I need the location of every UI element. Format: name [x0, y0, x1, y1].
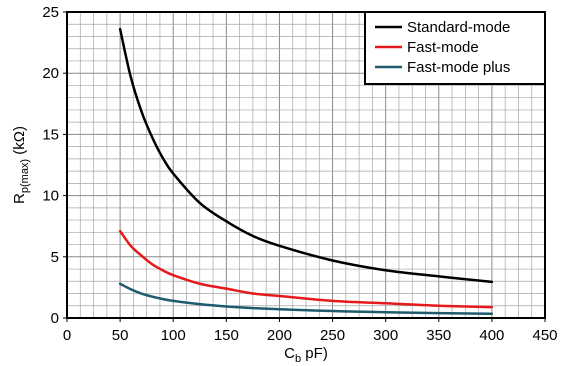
- plot-frame: [66, 11, 546, 319]
- x-axis-ticks: 0 50 100 150 200 250 300 350 400 450: [63, 318, 558, 344]
- x-axis-title-main: C: [284, 345, 295, 362]
- x-tick-label: 450: [532, 327, 557, 344]
- legend: Standard-mode Fast-mode Fast-mode plus: [364, 11, 546, 85]
- y-axis-title-main: R: [11, 193, 28, 204]
- x-tick-label: 350: [426, 327, 451, 344]
- y-tick-label: 5: [51, 249, 59, 266]
- legend-label-1: Fast-mode: [407, 39, 479, 56]
- x-tick-label: 250: [320, 327, 345, 344]
- series-layer: [118, 27, 494, 315]
- series-line-1: [118, 229, 494, 309]
- series-line-0: [118, 27, 494, 284]
- y-tick-label: 10: [42, 188, 59, 205]
- y-tick-label: 25: [42, 4, 59, 21]
- x-tick-label: 50: [112, 327, 129, 344]
- x-axis-title-sub: b: [295, 353, 301, 365]
- x-tick-label: 400: [479, 327, 504, 344]
- y-axis-ticks: 0 5 10 15 20 25: [42, 4, 67, 327]
- x-tick-label: 100: [161, 327, 186, 344]
- y-tick-label: 15: [42, 126, 59, 143]
- x-tick-label: 150: [214, 327, 239, 344]
- x-tick-label: 0: [63, 327, 71, 344]
- x-axis-title-tail: pF): [301, 345, 328, 362]
- x-tick-label: 200: [267, 327, 292, 344]
- y-axis-title-sub: p(max): [19, 159, 31, 193]
- legend-label-2: Fast-mode plus: [407, 59, 510, 76]
- legend-label-0: Standard-mode: [407, 19, 510, 36]
- series-line-2: [118, 282, 494, 315]
- y-axis-title-tail: (kΩ): [11, 126, 28, 159]
- y-tick-label: 0: [51, 310, 59, 327]
- y-axis-title: Rp(max) (kΩ): [11, 126, 31, 204]
- y-tick-label: 20: [42, 65, 59, 82]
- x-axis-title: Cb pF): [284, 345, 328, 365]
- x-tick-label: 300: [373, 327, 398, 344]
